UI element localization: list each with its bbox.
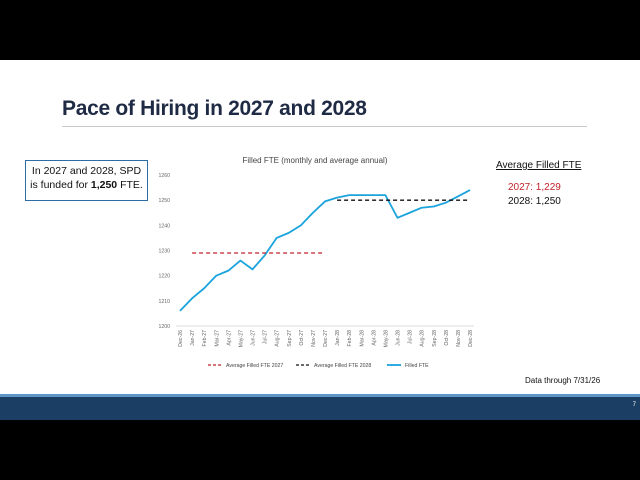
x-tick-label: Dec-26 <box>178 330 184 347</box>
callout-line-2-suffix: FTE. <box>117 179 143 191</box>
title-divider <box>62 126 587 127</box>
x-tick-label: Jan-27 <box>190 330 196 346</box>
x-tick-label: Dec-27 <box>323 330 329 347</box>
slide: Pace of Hiring in 2027 and 2028 In 2027 … <box>0 60 640 420</box>
x-tick-label: May-27 <box>238 330 244 347</box>
x-tick-label: Mar-27 <box>214 330 220 347</box>
x-tick-label: Apr-28 <box>371 330 377 346</box>
series-line-filled-fte <box>179 189 471 312</box>
average-panel-heading: Average Filled FTE <box>496 160 582 171</box>
x-tick-label: Nov-27 <box>311 330 317 347</box>
filled-fte-chart: Filled FTE (monthly and average annual) 1… <box>158 156 474 369</box>
legend-label: Filled FTE <box>405 363 429 369</box>
x-tick-label: Sep-27 <box>287 330 293 347</box>
y-tick-label: 1230 <box>158 249 170 255</box>
average-filled-fte-panel: Average Filled FTE 2027: 1,229 2028: 1,2… <box>496 160 581 209</box>
footer-bar: 7 <box>0 394 640 420</box>
average-2027-value: 2027: 1,229 <box>508 182 561 193</box>
x-tick-label: May-28 <box>383 330 389 347</box>
x-tick-label: Jul-28 <box>408 330 414 344</box>
x-tick-label: Jun-28 <box>396 330 402 346</box>
y-tick-label: 1220 <box>158 274 170 280</box>
callout-funded-fte: 1,250 <box>90 179 118 191</box>
x-tick-label: Oct-27 <box>299 330 305 346</box>
y-tick-label: 1210 <box>158 299 170 305</box>
data-through-note: Data through 7/31/26 <box>525 376 601 385</box>
callout-line-1: In 2027 and 2028, SPD <box>31 165 142 177</box>
legend-label: Average Filled FTE 2027 <box>226 363 283 369</box>
y-tick-label: 1240 <box>158 223 170 229</box>
y-tick-label: 1200 <box>158 324 170 330</box>
page-number: 7 <box>632 402 636 408</box>
x-tick-label: Feb-27 <box>202 330 208 347</box>
average-2028-value: 2028: 1,250 <box>508 196 561 207</box>
x-tick-label: Oct-28 <box>444 330 450 346</box>
chart-title: Filled FTE (monthly and average annual) <box>243 156 388 165</box>
x-tick-label: Mar-28 <box>359 330 365 347</box>
callout-line-2-prefix: is funded for <box>30 179 91 191</box>
x-tick-label: Apr-27 <box>226 330 232 346</box>
x-tick-label: Jul-27 <box>263 330 269 344</box>
funding-callout-box: In 2027 and 2028, SPD is funded for 1,25… <box>25 160 148 201</box>
y-tick-label: 1250 <box>158 198 170 204</box>
y-tick-label: 1260 <box>158 173 170 179</box>
slide-title: Pace of Hiring in 2027 and 2028 <box>62 97 367 120</box>
x-tick-label: Jan-28 <box>335 330 341 346</box>
x-tick-label: Sep-28 <box>432 330 438 347</box>
legend-label: Average Filled FTE 2028 <box>314 363 371 369</box>
x-tick-label: Nov-28 <box>456 330 462 347</box>
x-tick-label: Aug-27 <box>275 330 281 347</box>
x-tick-label: Jun-27 <box>251 330 257 346</box>
x-tick-label: Feb-28 <box>347 330 353 347</box>
x-tick-label: Aug-28 <box>420 330 426 347</box>
x-tick-label: Dec-28 <box>468 330 474 347</box>
